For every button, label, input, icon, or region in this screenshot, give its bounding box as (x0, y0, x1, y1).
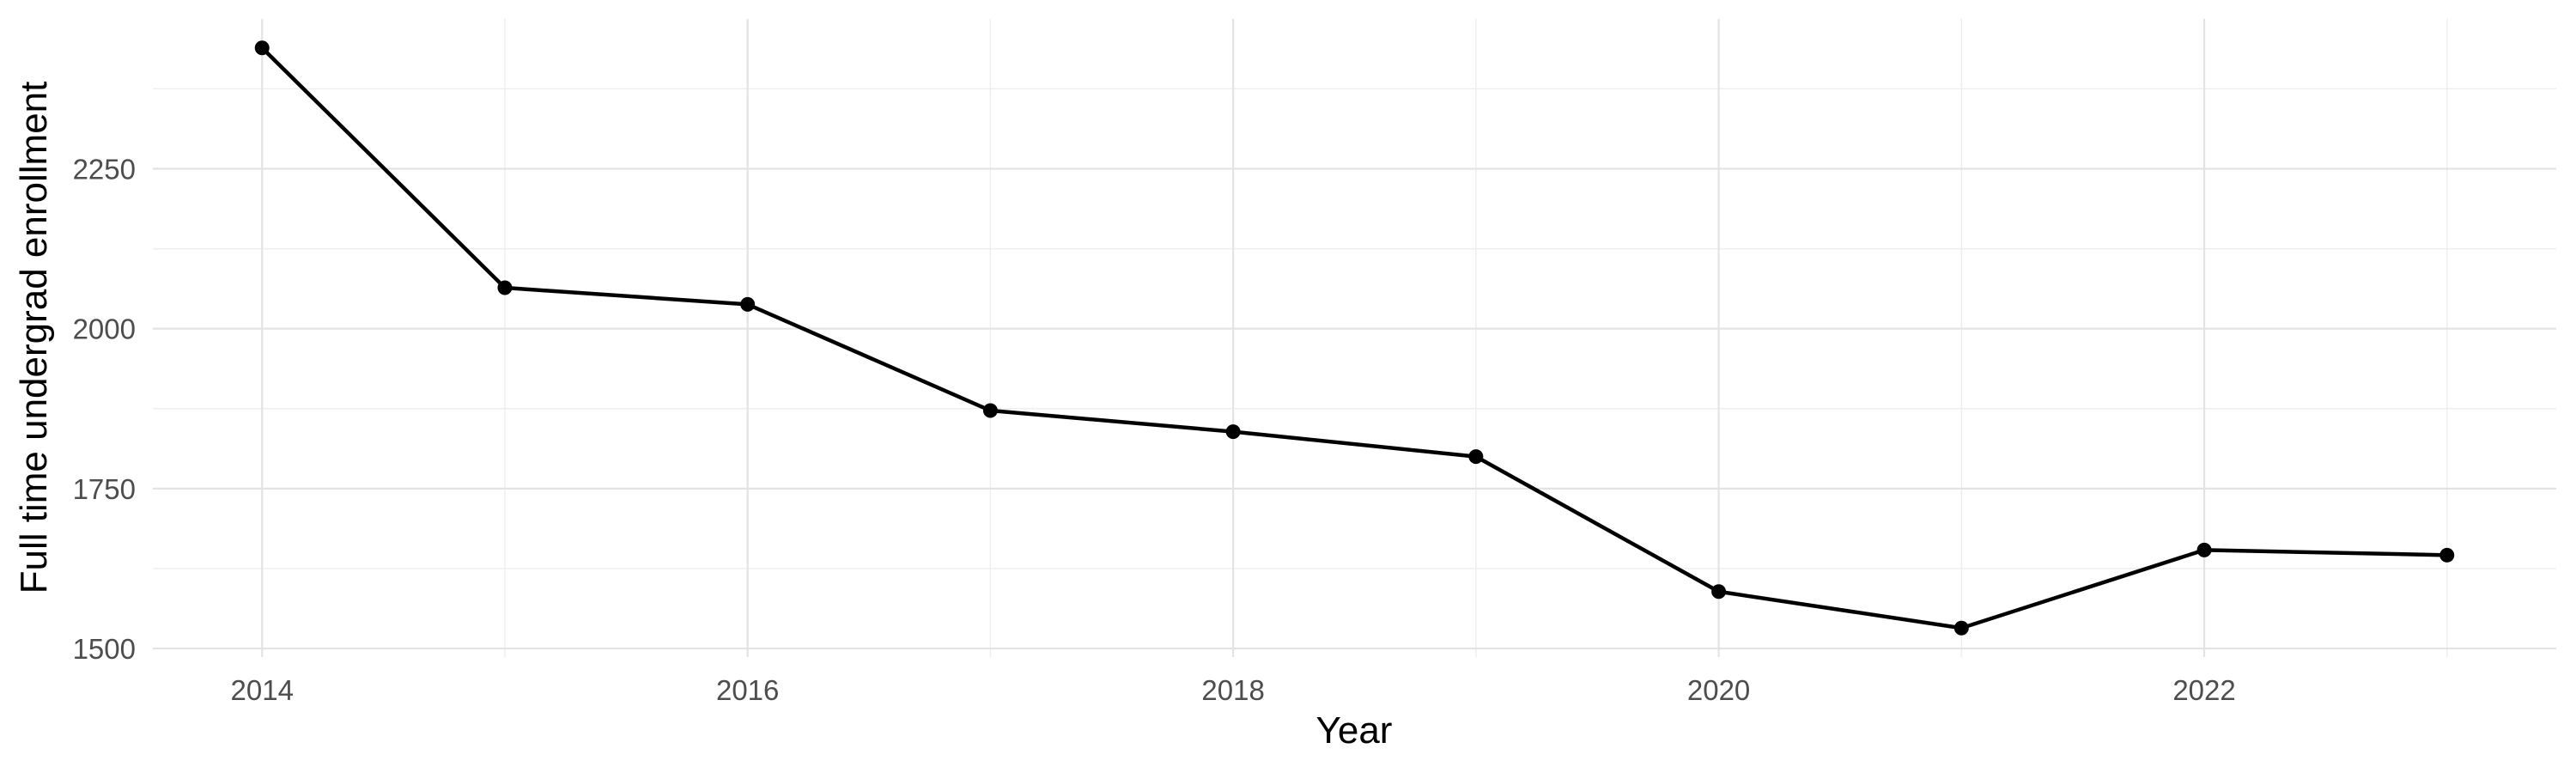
y-tick-label: 1750 (73, 473, 136, 505)
data-point-2020 (1711, 584, 1727, 600)
trend-line (260, 46, 2447, 630)
data-point-2022 (2196, 542, 2212, 557)
data-point-2021 (1953, 620, 1969, 636)
x-tick-label: 2022 (2172, 674, 2235, 706)
y-axis-title: Full time undergrad enrollment (13, 81, 55, 594)
data-point-2016 (740, 296, 756, 312)
data-point-2015 (497, 280, 513, 295)
y-tick-label: 2250 (73, 154, 136, 186)
y-tick-label: 2000 (73, 313, 136, 345)
x-axis-title: Year (1315, 709, 1393, 752)
x-tick-label: 2018 (1201, 674, 1264, 706)
x-tick-label: 2016 (716, 674, 779, 706)
data-point-2023 (2439, 547, 2455, 563)
x-tick-label: 2020 (1687, 674, 1750, 706)
data-point-2019 (1468, 449, 1484, 465)
data-point-2014 (254, 40, 270, 56)
data-point-2017 (982, 403, 998, 418)
y-tick-label: 1500 (73, 633, 136, 665)
x-tick-label: 2014 (231, 674, 294, 706)
data-point-2018 (1225, 424, 1241, 440)
